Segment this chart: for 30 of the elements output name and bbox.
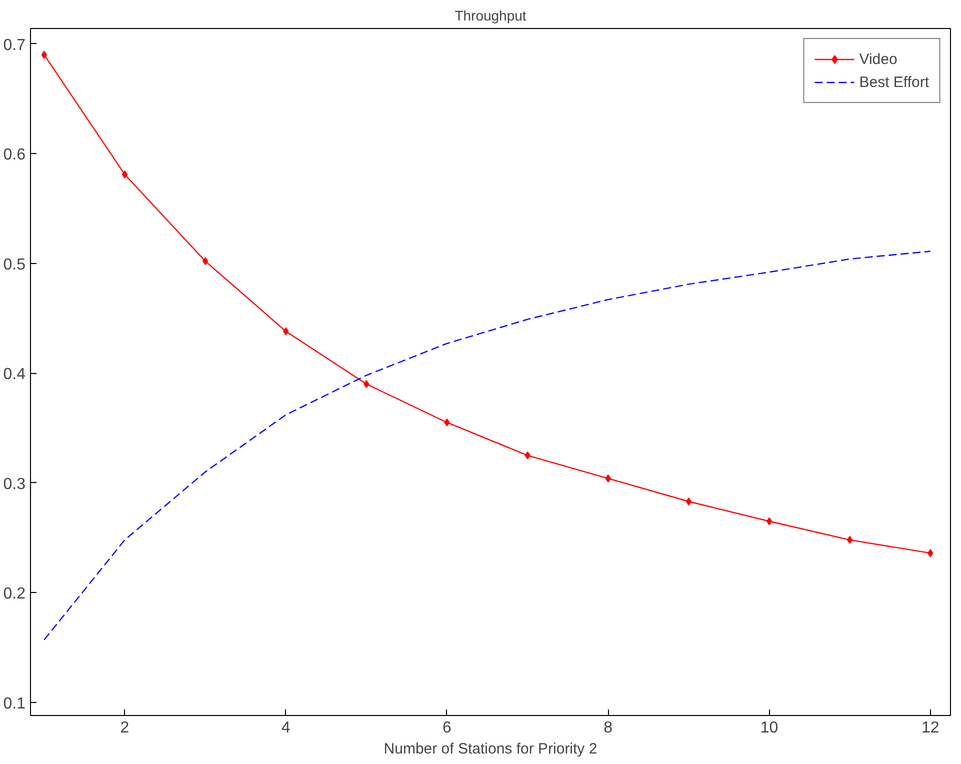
y-tick-label: 0.4	[3, 366, 26, 384]
x-tick-label: 12	[921, 720, 940, 736]
line-series	[44, 250, 931, 640]
point	[444, 418, 450, 426]
y-tick-label: 0.2	[3, 586, 26, 603]
point	[202, 257, 208, 266]
point	[766, 517, 772, 526]
legend-label: Video	[859, 50, 898, 68]
legend-label: Best Effort	[859, 74, 929, 90]
x-tick-label: 8	[604, 720, 613, 736]
point	[364, 380, 370, 388]
x-tick-label: 4	[281, 720, 290, 736]
point	[605, 474, 611, 482]
x-tick-label: 2	[120, 720, 130, 736]
y-tick-label: 0.3	[3, 476, 26, 493]
y-tick-label: 0.6	[3, 146, 26, 164]
point	[524, 451, 530, 460]
y-tick-label: 0.7	[3, 36, 26, 54]
point	[41, 50, 48, 59]
point	[928, 549, 934, 558]
point	[686, 498, 692, 506]
point	[122, 170, 128, 178]
x-axis-title: Number of Stations for Priority 2	[384, 740, 598, 758]
point	[846, 536, 853, 544]
chart-title: Throughput	[454, 8, 526, 24]
x-tick-label: 10	[760, 720, 778, 736]
y-tick-label: 0.1	[3, 695, 26, 712]
x-tick-label: 6	[442, 720, 452, 736]
point	[283, 327, 289, 336]
y-tick-label: 0.5	[3, 256, 26, 274]
